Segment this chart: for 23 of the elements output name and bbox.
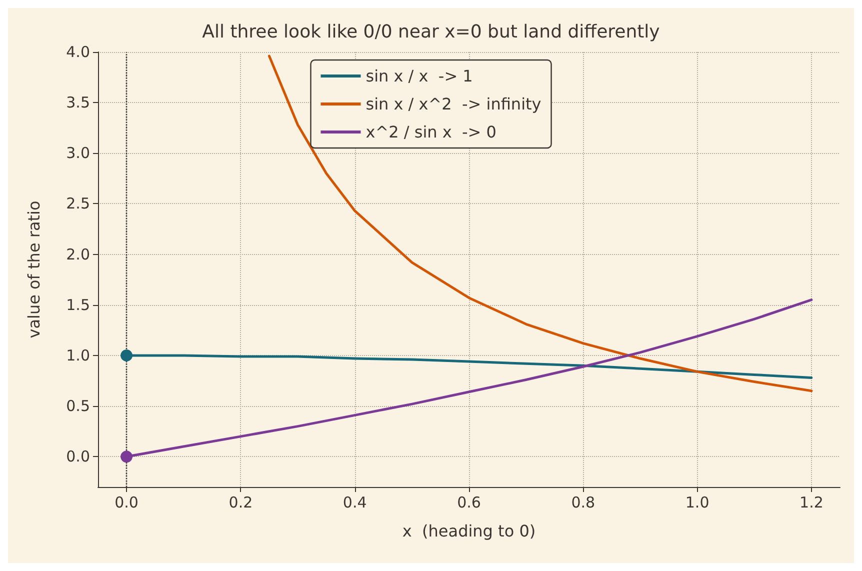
y-tick-label: 0.5	[66, 397, 90, 416]
x-tick-label: 0.4	[342, 494, 367, 512]
line-series	[268, 54, 813, 392]
y-tick-label: 3.0	[66, 144, 90, 162]
legend-label: x^2 / sin x -> 0	[366, 122, 496, 142]
x-axis-title: x (heading to 0)	[402, 522, 536, 540]
x-tick-label: 0.2	[228, 494, 253, 512]
y-tick-label: 2.5	[66, 194, 90, 213]
x-tick-label: 1.2	[800, 494, 824, 512]
legend-label: sin x / x^2 -> infinity	[366, 94, 542, 114]
x-tick-label: 0.8	[571, 494, 596, 512]
y-tick-label: 4.0	[66, 43, 90, 61]
chart-title: All three look like 0/0 near x=0 but land differently	[202, 22, 660, 42]
x-tick-label: 0.0	[114, 494, 138, 512]
y-tick-label: 2.0	[66, 245, 90, 264]
y-axis-title: value of the ratio	[24, 200, 44, 338]
y-tick-label: 3.5	[66, 94, 90, 112]
legend-label: sin x / x -> 1	[366, 66, 473, 86]
x-tick-label: 0.6	[457, 494, 481, 512]
y-tick-label: 0.0	[66, 448, 90, 466]
y-tick-label: 1.5	[66, 296, 90, 314]
y-tick-label: 1.0	[66, 346, 90, 364]
x-tick-label: 1.0	[685, 494, 710, 512]
